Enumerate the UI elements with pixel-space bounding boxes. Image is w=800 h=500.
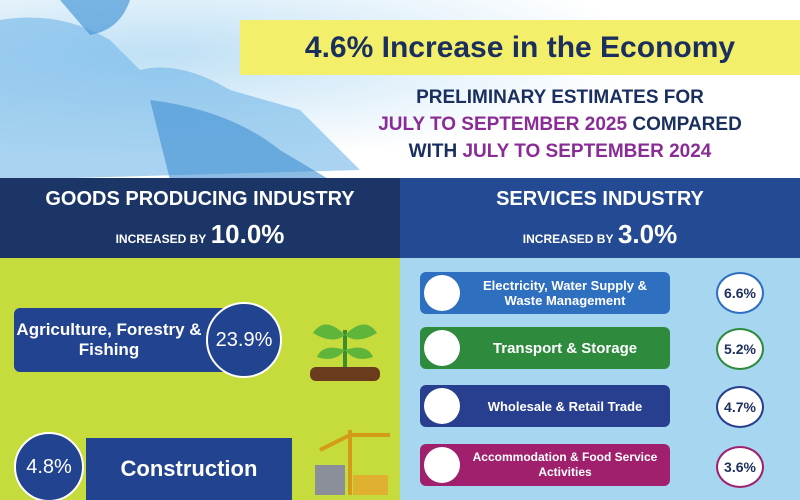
construction-icon (315, 430, 390, 495)
service-item: Transport & Storage (420, 327, 670, 369)
item-label: Wholesale & Retail Trade (487, 398, 643, 414)
services-header: SERVICES INDUSTRY INCREASED BY 3.0% (400, 178, 800, 258)
item-value: 4.8% (14, 432, 84, 500)
section-title: GOODS PRODUCING INDUSTRY (45, 188, 355, 210)
period: JULY TO SEPTEMBER 2025 (378, 114, 628, 135)
subtitle-text: WITH (408, 141, 458, 162)
item-label: Construction (86, 438, 292, 500)
increase-label: INCREASED BY (522, 232, 614, 246)
service-item: Electricity, Water Supply & Waste Manage… (420, 272, 670, 314)
title: 4.6% Increase in the Economy (240, 20, 800, 75)
service-item: Accommodation & Food Service Activities (420, 444, 670, 486)
item-label: Agriculture, Forestry & Fishing (14, 308, 224, 372)
item-value: 4.7% (716, 386, 764, 428)
item-value: 6.6% (716, 272, 764, 314)
subtitle: PRELIMINARY ESTIMATES FOR JULY TO SEPTEM… (330, 84, 790, 165)
period: JULY TO SEPTEMBER 2024 (462, 141, 712, 162)
increase-label: INCREASED BY (115, 232, 207, 246)
increase-value: 3.0% (617, 219, 678, 249)
section-title: SERVICES INDUSTRY (496, 188, 704, 210)
service-item: Wholesale & Retail Trade (420, 385, 670, 427)
item-label: Accommodation & Food Service Activities (472, 450, 658, 479)
item-label: Transport & Storage (492, 339, 638, 357)
item-label: Electricity, Water Supply & Waste Manage… (483, 278, 647, 308)
goods-header: GOODS PRODUCING INDUSTRY INCREASED BY 10… (0, 178, 400, 258)
subtitle-line: PRELIMINARY ESTIMATES FOR (416, 87, 704, 108)
item-value: 3.6% (716, 446, 764, 488)
subtitle-text: COMPARED (632, 114, 742, 135)
increase-value: 10.0% (210, 219, 285, 249)
plant-icon (310, 324, 380, 381)
item-value: 23.9% (206, 302, 282, 378)
item-value: 5.2% (716, 328, 764, 370)
